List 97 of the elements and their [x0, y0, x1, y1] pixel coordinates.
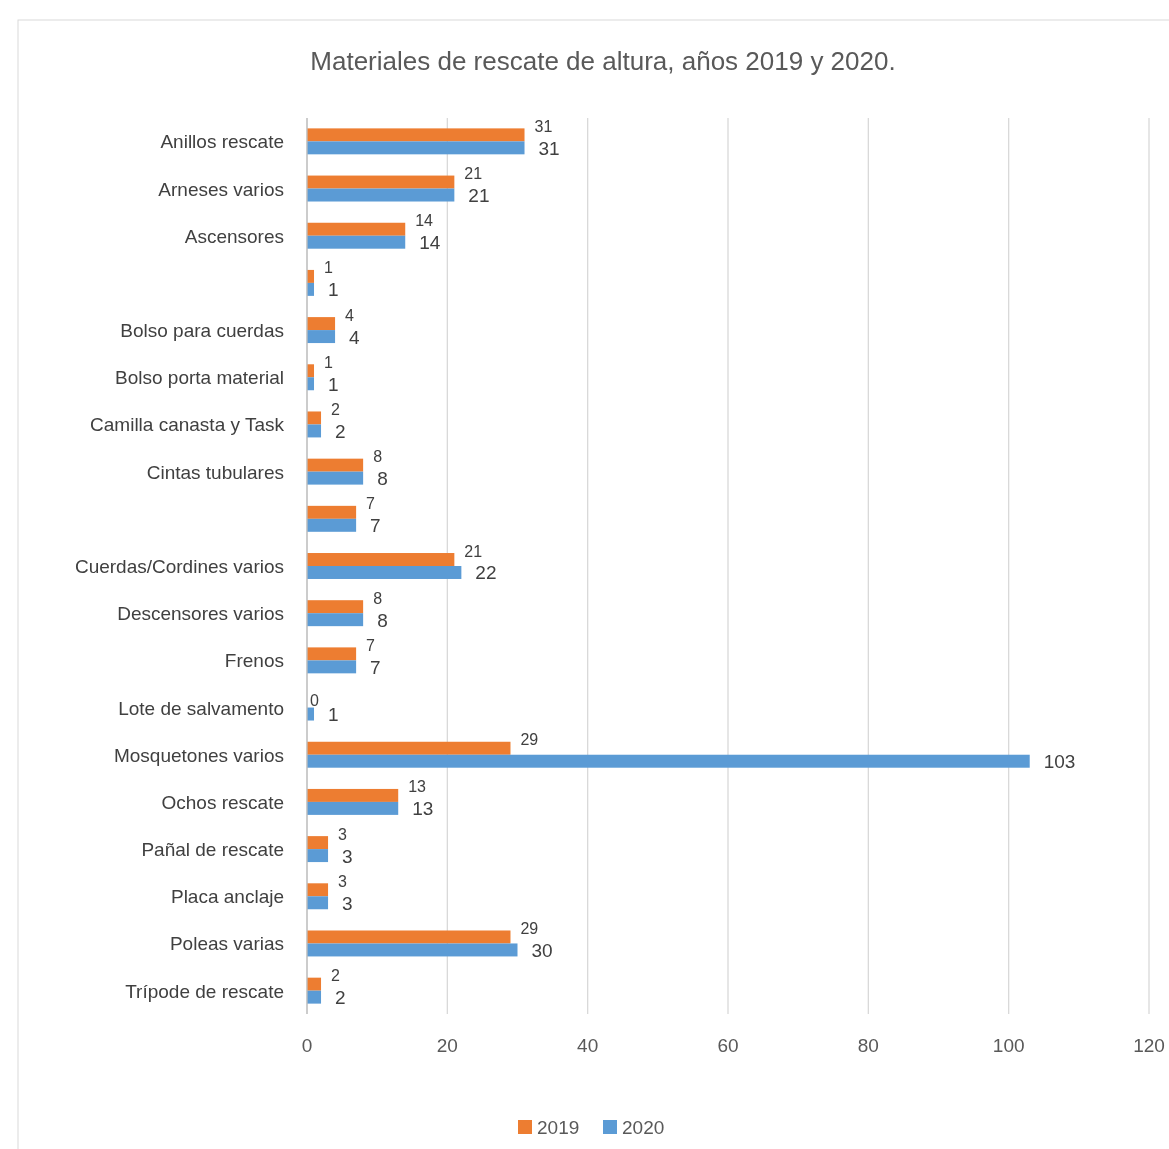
bar [307, 741, 511, 755]
data-label: 3 [342, 892, 353, 914]
bar [307, 836, 329, 850]
data-label: 13 [412, 798, 434, 820]
bar [307, 518, 357, 532]
y-tick-label: Trípode de rescate [125, 980, 284, 1002]
bar [307, 566, 462, 579]
data-label: 21 [464, 542, 483, 560]
data-label: 7 [366, 495, 376, 513]
bar [307, 788, 399, 802]
data-label: 14 [415, 212, 434, 230]
y-tick-label: Ascensores [184, 225, 284, 247]
bar [307, 849, 329, 863]
data-label: 1 [328, 279, 339, 301]
bar [307, 458, 364, 472]
data-label: 30 [531, 939, 553, 961]
x-tick-label: 20 [436, 1035, 458, 1056]
data-label: 8 [377, 609, 388, 631]
data-label: 8 [377, 468, 388, 490]
data-label: 3 [338, 825, 348, 843]
bar [307, 141, 525, 155]
data-label: 7 [370, 515, 381, 537]
bar [307, 235, 406, 249]
data-label: 22 [475, 562, 497, 584]
data-label: 7 [370, 656, 381, 678]
bar [307, 222, 406, 236]
x-tick-label: 100 [992, 1035, 1025, 1056]
data-label: 7 [366, 636, 376, 654]
data-label: 8 [373, 448, 383, 466]
y-tick-label: Arneses varios [158, 178, 284, 200]
y-tick-label: Bolso porta material [115, 367, 284, 389]
data-label: 21 [468, 185, 490, 207]
data-label: 29 [520, 731, 539, 749]
bar [307, 647, 357, 661]
data-label: 1 [328, 704, 339, 726]
bar [307, 613, 364, 627]
bar [307, 930, 511, 944]
data-label: 2 [331, 400, 341, 418]
y-tick-label: Camilla canasta y Task [90, 414, 285, 436]
bar [307, 801, 399, 815]
bar [307, 660, 357, 674]
bar [307, 754, 1030, 768]
bar [307, 943, 518, 957]
y-tick-label: Placa anclaje [170, 886, 284, 908]
bar [307, 553, 455, 566]
data-label: 29 [520, 919, 539, 937]
y-tick-label: Pañal de rescate [141, 839, 284, 861]
data-label: 3 [342, 845, 353, 867]
data-label: 2 [335, 420, 346, 442]
data-label: 0 [310, 692, 319, 710]
data-label: 13 [408, 778, 427, 796]
bar [307, 990, 322, 1004]
y-tick-label: Anillos rescate [160, 131, 284, 153]
bar [307, 411, 322, 425]
bar [307, 175, 455, 189]
bar [307, 977, 322, 991]
data-label: 1 [328, 373, 339, 395]
x-tick-label: 80 [857, 1035, 879, 1056]
bar [307, 317, 336, 331]
data-label: 1 [324, 259, 334, 277]
legend-label: 2019 [537, 1117, 580, 1138]
y-tick-label: Ochos rescate [161, 791, 284, 813]
y-tick-label: Poleas varias [169, 933, 284, 955]
y-tick-label: Frenos [224, 650, 284, 672]
bar [307, 505, 357, 519]
bar [307, 424, 322, 438]
y-tick-label: Descensores varios [117, 603, 284, 625]
y-tick-label: Cintas tubulares [146, 461, 284, 483]
bar [307, 896, 329, 910]
data-label: 14 [419, 232, 441, 254]
data-label: 31 [538, 137, 560, 159]
data-label: 2 [335, 987, 346, 1009]
x-tick-label: 120 [1133, 1035, 1165, 1056]
x-tick-label: 0 [301, 1035, 313, 1056]
bar [307, 330, 336, 344]
data-label: 3 [338, 872, 348, 890]
x-tick-label: 60 [717, 1035, 739, 1056]
legend-label: 2020 [622, 1117, 665, 1138]
bar [307, 883, 329, 897]
y-tick-label: Lote de salvamento [118, 697, 284, 719]
bar [307, 471, 364, 485]
data-label: 103 [1043, 751, 1076, 773]
bar [307, 188, 455, 202]
data-label: 8 [373, 589, 383, 607]
x-tick-label: 40 [577, 1035, 599, 1056]
y-tick-label: Mosquetones varios [113, 744, 284, 766]
bar [307, 600, 364, 614]
data-label: 4 [349, 326, 361, 348]
y-tick-label: Bolso para cuerdas [120, 320, 284, 342]
chart-title: Materiales de rescate de altura, años 2019 y 2020. [310, 46, 896, 76]
data-label: 2 [331, 967, 341, 985]
bar [307, 128, 525, 142]
data-label: 31 [534, 117, 553, 135]
data-label: 1 [324, 353, 334, 371]
y-tick-label: Cuerdas/Cordines varios [74, 556, 284, 577]
data-label: 4 [345, 306, 355, 324]
data-label: 21 [464, 165, 483, 183]
